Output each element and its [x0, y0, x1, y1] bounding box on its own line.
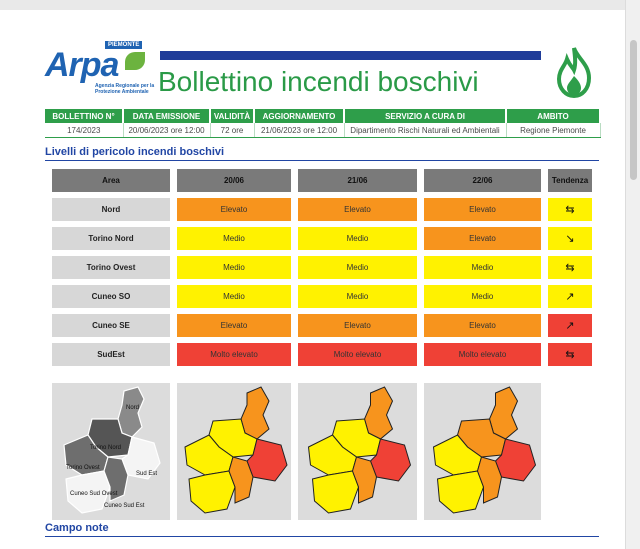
level-cell: Medio [177, 227, 291, 250]
level-cell: Medio [298, 285, 417, 308]
stable-arrows-icon: ⇆ [548, 343, 592, 366]
info-value-ambito: Regione Piemonte [506, 123, 601, 138]
area-label: Cuneo SE [52, 314, 170, 337]
header-trend: Tendenza [548, 169, 592, 192]
info-header-bollettino: BOLLETTINO N° [45, 109, 124, 123]
logo-badge: PIEMONTE [105, 41, 143, 49]
zone-nord [363, 386, 394, 440]
level-cell: Elevato [177, 198, 291, 221]
forecast-map-day-2 [298, 383, 417, 520]
info-value-aggiornamento: 21/06/2023 ore 12:00 [254, 123, 345, 138]
area-label: Torino Nord [52, 227, 170, 250]
ref-label-torino-nord: Torino Nord [90, 445, 121, 451]
info-header-validita: VALIDITÀ [210, 109, 255, 123]
area-label: Torino Ovest [52, 256, 170, 279]
zone-nord [240, 386, 270, 440]
page-title: Bollettino incendi boschivi [158, 66, 479, 97]
header-day-1: 20/06 [177, 169, 291, 192]
bulletin-page: PIEMONTE Arpa Agenzia Regionale per la P… [0, 10, 626, 549]
level-cell: Molto elevato [177, 343, 291, 366]
ref-label-cuneo-so: Cuneo Sud Ovest [70, 491, 118, 497]
section-levels-divider [45, 160, 599, 161]
stable-arrows-icon: ⇆ [548, 198, 592, 221]
section-notes-title: Campo note [45, 522, 109, 534]
level-cell: Medio [298, 227, 417, 250]
info-header-aggiornamento: AGGIORNAMENTO [254, 109, 345, 123]
zone-sudest [369, 438, 412, 482]
bulletin-info-table: BOLLETTINO N° DATA EMISSIONE VALIDITÀ AG… [45, 109, 601, 138]
zone-cuneo-so [311, 470, 360, 514]
level-cell: Medio [424, 285, 541, 308]
zone-cuneo-se [351, 456, 378, 504]
ref-label-nord: Nord [126, 405, 139, 411]
level-cell: Elevato [424, 198, 541, 221]
level-cell: Elevato [424, 227, 541, 250]
level-cell: Molto elevato [424, 343, 541, 366]
arrow-up-right-icon: ↗ [548, 314, 592, 337]
zone-cuneo-so [436, 470, 485, 514]
header-area: Area [52, 169, 170, 192]
logo-subtitle: Agenzia Regionale per la Protezione Ambi… [95, 83, 155, 95]
level-cell: Medio [177, 256, 291, 279]
info-value-data-emissione: 20/06/2023 ore 12:00 [123, 123, 211, 138]
info-header-servizio: SERVIZIO A CURA DI [344, 109, 507, 123]
ref-label-sud-est: Sud Est [136, 471, 157, 477]
info-header-data-emissione: DATA EMISSIONE [123, 109, 211, 123]
forecast-map-day-3 [424, 383, 541, 520]
arpa-logo: PIEMONTE Arpa Agenzia Regionale per la P… [45, 40, 154, 100]
area-label: Nord [52, 198, 170, 221]
level-cell: Molto elevato [298, 343, 417, 366]
header-bar [160, 51, 541, 60]
ref-zone-sudest [121, 436, 161, 480]
level-cell: Elevato [298, 198, 417, 221]
level-cell: Elevato [298, 314, 417, 337]
forecast-map-day-1 [177, 383, 291, 520]
ref-zone-cuneo-se [103, 456, 129, 502]
ref-label-cuneo-se: Cuneo Sud Est [104, 503, 145, 509]
info-header-ambito: AMBITO [506, 109, 601, 123]
area-label: SudEst [52, 343, 170, 366]
level-cell: Medio [177, 285, 291, 308]
ref-zone-cuneo-so [65, 470, 111, 514]
zone-sudest [246, 438, 288, 482]
arrow-down-right-icon: ↘ [548, 227, 592, 250]
stable-arrows-icon: ⇆ [548, 256, 592, 279]
scrollbar-thumb[interactable] [630, 40, 637, 180]
arrow-up-right-icon: ↗ [548, 285, 592, 308]
zone-nord [488, 386, 519, 440]
area-label: Cuneo SO [52, 285, 170, 308]
ref-label-torino-ovest: Torino Ovest [66, 465, 100, 471]
section-notes-divider [45, 536, 599, 537]
vertical-scrollbar[interactable] [625, 0, 640, 549]
logo-wordmark: Arpa [45, 46, 119, 84]
info-value-validita: 72 ore [210, 123, 255, 138]
fire-icon [556, 47, 592, 98]
level-cell: Elevato [424, 314, 541, 337]
reference-zones-map: Nord Torino Nord Torino Ovest Sud Est Cu… [52, 383, 170, 520]
level-cell: Medio [298, 256, 417, 279]
info-value-servizio: Dipartimento Rischi Naturali ed Ambienta… [344, 123, 507, 138]
level-cell: Medio [424, 256, 541, 279]
zone-sudest [494, 438, 537, 482]
info-value-bollettino: 174/2023 [45, 123, 124, 138]
zone-cuneo-se [228, 456, 254, 504]
level-cell: Elevato [177, 314, 291, 337]
header-day-3: 22/06 [424, 169, 541, 192]
section-levels-title: Livelli di pericolo incendi boschivi [45, 146, 225, 158]
zone-cuneo-so [188, 470, 236, 514]
header-day-2: 21/06 [298, 169, 417, 192]
ref-zone-nord [117, 386, 145, 438]
leaf-icon [125, 52, 145, 70]
zone-cuneo-se [476, 456, 503, 504]
